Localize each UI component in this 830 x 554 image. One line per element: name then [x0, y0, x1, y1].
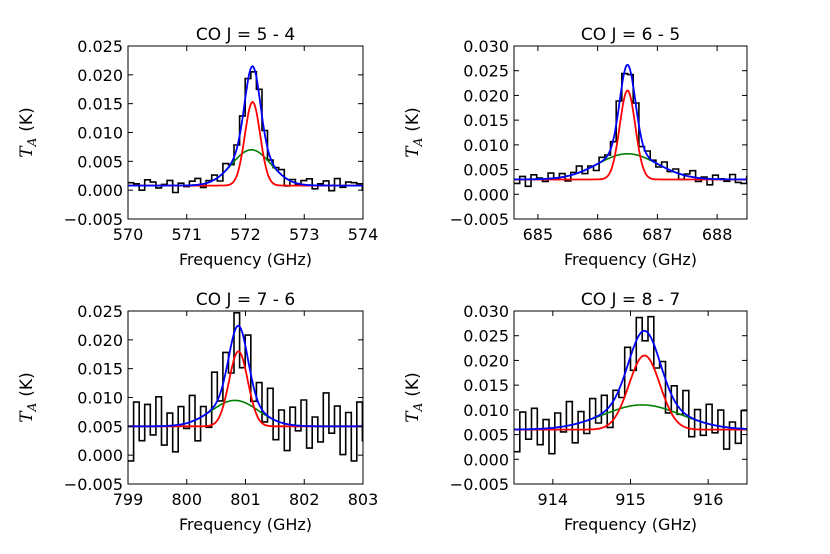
y-tick-label: 0.010 [463, 401, 509, 420]
y-axis-label: TA (K) [17, 107, 39, 157]
y-tick-label: −0.005 [64, 210, 123, 229]
y-axis-label-symbol: T [17, 410, 37, 423]
y-tick-label: 0.005 [463, 426, 509, 445]
x-axis-label: Frequency (GHz) [179, 515, 312, 534]
series-narrow-component [514, 89, 747, 181]
y-tick-label: 0.015 [77, 360, 123, 379]
x-tick-label: 687 [642, 225, 673, 244]
panel-title: CO J = 7 - 6 [196, 290, 295, 310]
x-tick-label: 570 [113, 225, 144, 244]
y-tick-label: 0.005 [77, 417, 123, 436]
x-tick-label: 801 [230, 490, 261, 509]
x-tick-label: 574 [348, 225, 379, 244]
y-axis-label-symbol: T [17, 145, 37, 158]
series-observed-spectrum [128, 71, 363, 194]
y-axis-label-unit: (K) [403, 107, 423, 131]
panel-4: 914 915 916 −0.005 0.000 0.005 0.010 0.015 0.020… [403, 290, 748, 534]
x-tick-label: 572 [230, 225, 261, 244]
x-tick-label: 799 [113, 490, 144, 509]
panel-title: CO J = 8 - 7 [581, 290, 680, 310]
y-axis-label-subscript: A [411, 137, 425, 147]
x-tick-label: 803 [348, 490, 379, 509]
y-tick-label: −0.005 [450, 475, 509, 494]
y-axis-label-symbol: T [403, 145, 423, 158]
y-axis-label: TA (K) [17, 372, 39, 422]
y-tick-label: 0.025 [463, 327, 509, 346]
y-tick-label: 0.020 [463, 86, 509, 105]
y-tick-label: 0.005 [463, 161, 509, 180]
y-tick-label: 0.010 [77, 389, 123, 408]
y-tick-label: 0.030 [463, 37, 509, 56]
panel-title: CO J = 5 - 4 [196, 25, 295, 45]
y-axis-label-subscript: A [25, 402, 39, 412]
panel-2: 685 686 687 688 −0.005 0.000 0.005 0.010 0.015 0.… [403, 25, 748, 269]
series-observed-spectrum [128, 312, 363, 462]
y-tick-label: 0.015 [77, 95, 123, 114]
plot-area [128, 65, 363, 194]
x-tick-label: 915 [615, 490, 646, 509]
panel-1: 570 571 572 573 574 −0.005 0.000 0.005 0.010 0.01… [17, 25, 378, 269]
y-axis-label-subscript: A [411, 402, 425, 412]
x-tick-label: 688 [702, 225, 733, 244]
series-total-fit [514, 63, 747, 181]
y-tick-label: 0.020 [77, 331, 123, 350]
plot-frame [513, 45, 748, 220]
x-axis-label: Frequency (GHz) [564, 515, 697, 534]
y-tick-label: 0.025 [463, 62, 509, 81]
y-tick-label: −0.005 [64, 475, 123, 494]
y-axis-label-symbol: T [403, 410, 423, 423]
y-tick-label: 0.010 [77, 124, 123, 143]
y-tick-label: 0.000 [77, 446, 123, 465]
series-narrow-component [514, 354, 747, 431]
y-axis-label-subscript: A [25, 137, 39, 147]
y-axis-label-unit: (K) [17, 372, 37, 396]
panel-title: CO J = 6 - 5 [581, 25, 680, 45]
y-tick-label: 0.015 [463, 376, 509, 395]
y-tick-label: 0.000 [77, 181, 123, 200]
series-broad-component [128, 399, 363, 428]
x-tick-label: 916 [693, 490, 724, 509]
y-axis-label: TA (K) [403, 372, 425, 422]
x-axis-label: Frequency (GHz) [179, 250, 312, 269]
y-tick-label: −0.005 [450, 210, 509, 229]
y-tick-label: 0.015 [463, 111, 509, 130]
plot-area [514, 63, 747, 188]
plot-frame [513, 310, 748, 485]
x-axis-label: Frequency (GHz) [564, 250, 697, 269]
x-tick-label: 686 [582, 225, 613, 244]
y-axis-label-unit: (K) [17, 107, 37, 131]
series-total-fit [128, 65, 363, 187]
y-tick-label: 0.010 [463, 136, 509, 155]
x-tick-label: 800 [171, 490, 202, 509]
x-tick-label: 914 [538, 490, 569, 509]
y-tick-label: 0.025 [77, 37, 123, 56]
x-tick-label: 685 [523, 225, 554, 244]
y-axis-label: TA (K) [403, 107, 425, 157]
x-tick-label: 573 [289, 225, 320, 244]
y-tick-label: 0.005 [77, 152, 123, 171]
series-total-fit [128, 324, 363, 428]
plot-area [128, 312, 363, 462]
x-tick-label: 802 [289, 490, 320, 509]
y-tick-label: 0.025 [77, 302, 123, 321]
y-tick-label: 0.000 [463, 450, 509, 469]
y-tick-label: 0.020 [77, 66, 123, 85]
y-tick-label: 0.030 [463, 302, 509, 321]
y-tick-label: 0.000 [463, 185, 509, 204]
panel-3: 799 800 801 802 803 −0.005 0.000 0.005 0.010 0.01… [17, 290, 378, 534]
y-axis-label-unit: (K) [403, 372, 423, 396]
plot-area [514, 315, 747, 455]
y-tick-label: 0.020 [463, 351, 509, 370]
x-tick-label: 571 [171, 225, 202, 244]
series-total-fit [514, 329, 747, 431]
series-observed-spectrum [514, 315, 747, 455]
